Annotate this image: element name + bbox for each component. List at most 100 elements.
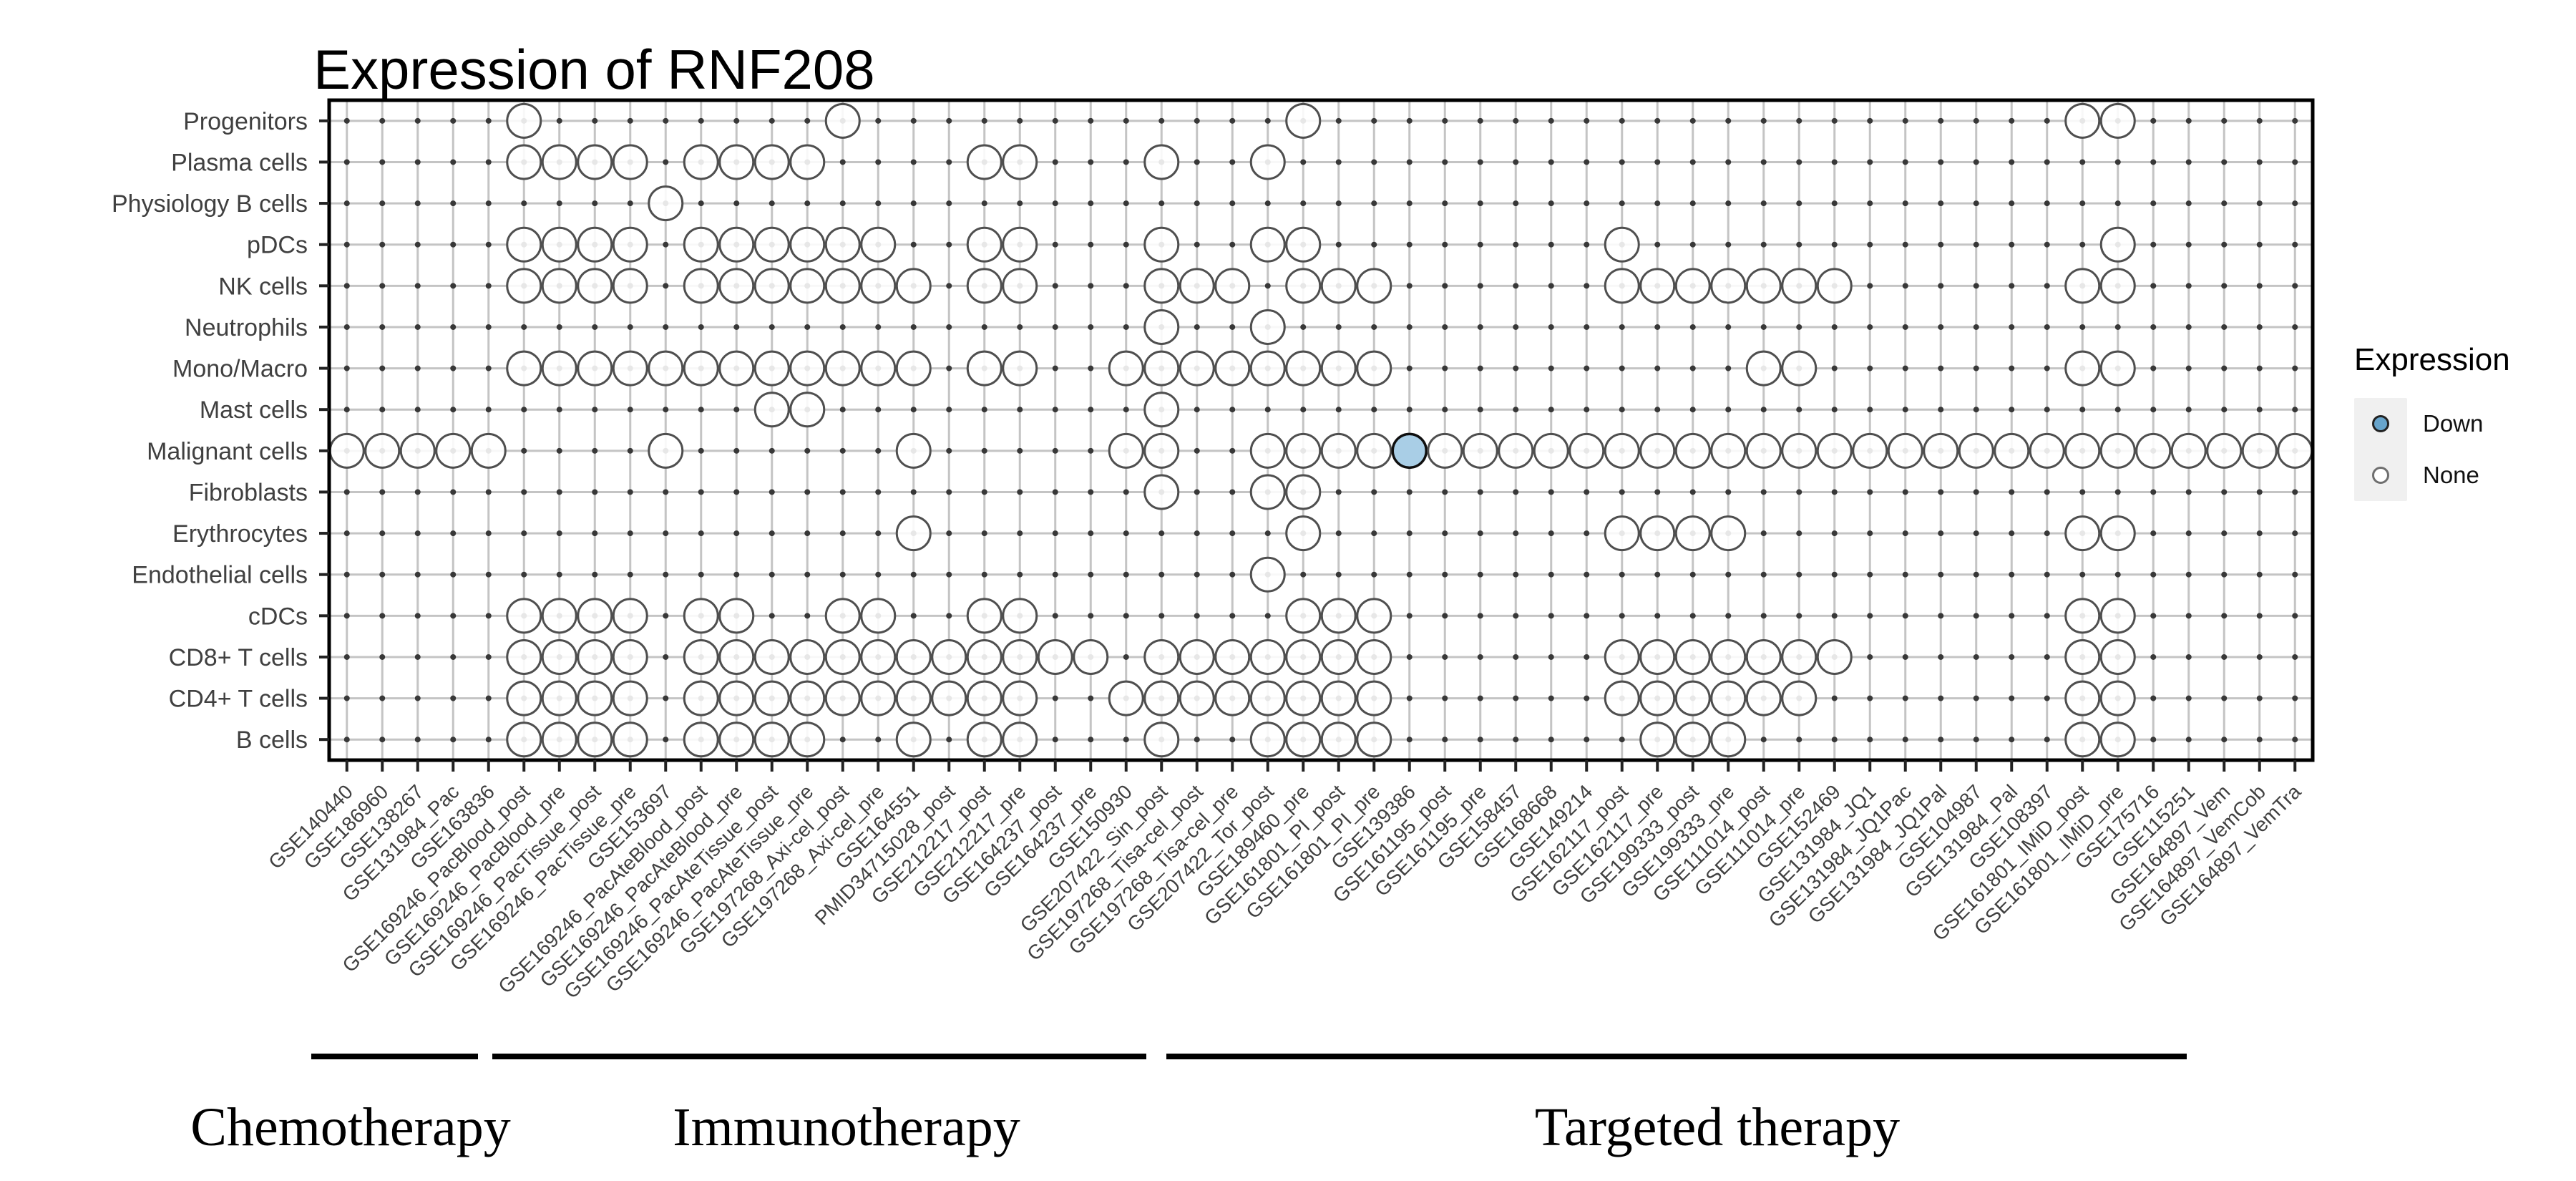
dot-none — [1249, 638, 1286, 675]
dot-none — [1710, 721, 1747, 758]
dot-none — [789, 721, 826, 758]
dot-none — [753, 226, 790, 263]
dot-none — [753, 721, 790, 758]
dot-none — [1639, 432, 1676, 469]
dot-none — [2064, 721, 2101, 758]
dot-none — [1745, 638, 1782, 675]
dot-none — [1002, 144, 1038, 180]
dot-none — [612, 144, 648, 180]
dot-none — [1037, 638, 1073, 675]
dot-none — [2170, 432, 2207, 469]
y-axis-label: CD8+ T cells — [169, 644, 308, 671]
dot-none — [683, 680, 719, 716]
dot-none — [718, 680, 755, 716]
dot-none — [1604, 680, 1640, 716]
y-axis-label: Mast cells — [200, 397, 308, 424]
dot-down — [1391, 432, 1428, 470]
y-axis-label: Endothelial cells — [132, 562, 308, 589]
x-axis: GSE140440GSE186960GSE138267GSE131984_Pac… — [264, 780, 2306, 1003]
dot-none — [1320, 638, 1357, 675]
dot-none — [966, 721, 1002, 758]
dot-none — [683, 598, 719, 634]
dot-none — [612, 680, 648, 716]
legend-title: Expression — [2354, 342, 2510, 377]
dot-none — [1285, 515, 1322, 552]
dot-none — [1674, 515, 1711, 552]
dot-none — [1781, 350, 1818, 387]
dot-none — [1639, 638, 1676, 675]
dot-none — [1002, 638, 1038, 675]
dot-none — [683, 721, 719, 758]
page-title: Expression of RNF208 — [313, 38, 875, 101]
dot-none — [2064, 638, 2101, 675]
dot-none — [1639, 268, 1676, 304]
dot-none — [1356, 721, 1392, 758]
dot-none — [753, 268, 790, 304]
dot-none — [1249, 721, 1286, 758]
dot-none — [1214, 680, 1251, 716]
dot-none — [1604, 432, 1640, 469]
dot-none — [1320, 268, 1357, 304]
dot-none — [1816, 638, 1853, 675]
dot-none — [860, 598, 897, 634]
dot-none — [1745, 432, 1782, 469]
dot-none — [541, 680, 577, 716]
dot-none — [966, 598, 1002, 634]
dot-none — [1745, 350, 1782, 387]
dot-none — [1356, 432, 1392, 469]
dot-none — [1143, 226, 1180, 263]
dot-none — [824, 680, 861, 716]
dot-none — [824, 638, 861, 675]
legend-label-none: None — [2423, 462, 2479, 488]
dot-none — [1143, 350, 1180, 387]
dot-none — [895, 721, 932, 758]
dot-none — [1710, 680, 1747, 716]
dot-none — [895, 350, 932, 387]
dot-none — [718, 598, 755, 634]
dot-none — [2135, 432, 2172, 469]
dot-none — [718, 226, 755, 263]
dot-none — [2099, 515, 2136, 552]
dot-none — [1745, 680, 1782, 716]
dot-none — [824, 350, 861, 387]
dot-none — [506, 144, 542, 180]
dot-none — [1994, 432, 2030, 469]
legend-key-down: Down — [2354, 398, 2483, 449]
dot-none — [1143, 721, 1180, 758]
dot-none — [895, 268, 932, 304]
dot-none — [2099, 598, 2136, 634]
dot-none — [577, 721, 613, 758]
dot-none — [1002, 268, 1038, 304]
dot-none — [364, 432, 401, 469]
dot-none — [1179, 680, 1215, 716]
dot-none — [1249, 680, 1286, 716]
dot-none — [612, 268, 648, 304]
dot-none — [824, 598, 861, 634]
dot-none — [1143, 474, 1180, 510]
dot-none — [648, 350, 684, 387]
dot-none — [612, 226, 648, 263]
dot-none — [789, 392, 826, 428]
dot-none — [1781, 268, 1818, 304]
dot-none — [2064, 515, 2101, 552]
dot-none — [2099, 638, 2136, 675]
y-axis-label: pDCs — [247, 232, 308, 259]
dot-none — [328, 432, 365, 469]
dot-none — [683, 144, 719, 180]
dot-none — [1285, 350, 1322, 387]
dot-none — [860, 268, 897, 304]
dot-none — [2064, 102, 2101, 139]
y-axis-label: CD4+ T cells — [169, 686, 308, 713]
dot-none — [541, 721, 577, 758]
dot-none — [1073, 638, 1109, 675]
dot-none — [612, 350, 648, 387]
dot-none — [2099, 350, 2136, 387]
dots — [328, 102, 2313, 758]
dot-none — [824, 102, 861, 139]
dot-none — [683, 350, 719, 387]
y-axis-label: Malignant cells — [147, 438, 308, 465]
dot-none — [1781, 432, 1818, 469]
dot-none — [931, 638, 967, 675]
dot-none — [1285, 268, 1322, 304]
